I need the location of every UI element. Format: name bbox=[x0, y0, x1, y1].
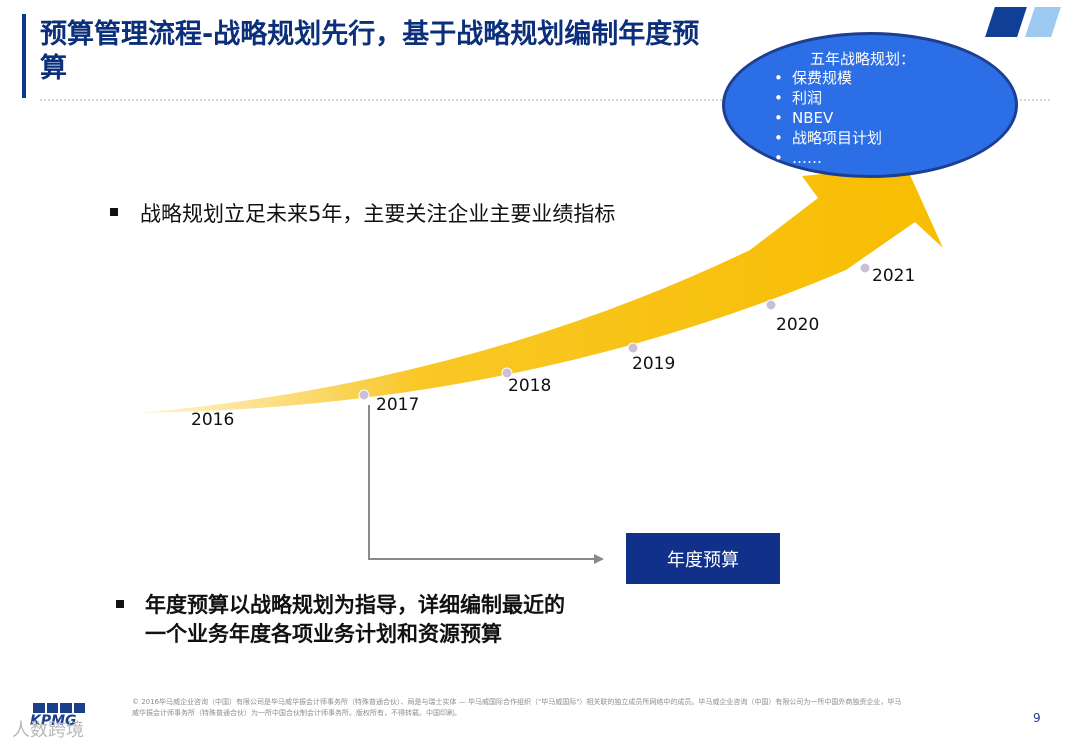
timeline-dot-2018 bbox=[501, 367, 513, 379]
strategy-item: NBEV bbox=[774, 108, 882, 128]
title-accent-bar bbox=[22, 14, 26, 98]
budget-bullet-text: 年度预算以战略规划为指导，详细编制最近的一个业务年度各项业务计划和资源预算 bbox=[145, 593, 565, 646]
strategy-item: 战略项目计划 bbox=[774, 128, 882, 148]
year-label-2020: 2020 bbox=[776, 315, 820, 335]
year-label-2018: 2018 bbox=[508, 376, 552, 396]
page-title: 预算管理流程-战略规划先行，基于战略规划编制年度预算 bbox=[40, 19, 700, 84]
strategy-item: …… bbox=[774, 148, 882, 168]
bullet-square-icon bbox=[110, 208, 118, 216]
strategy-items-list: 保费规模 利润 NBEV 战略项目计划 …… bbox=[774, 68, 882, 168]
connector-arrowhead bbox=[594, 554, 604, 564]
year-label-2017: 2017 bbox=[376, 395, 420, 415]
year-label-2019: 2019 bbox=[632, 354, 676, 374]
timeline-dot-2020 bbox=[765, 299, 777, 311]
kpmg-logo-text: KPMG bbox=[30, 713, 77, 729]
annual-budget-box: 年度预算 bbox=[626, 533, 780, 584]
year-label-2016: 2016 bbox=[191, 410, 235, 430]
strategy-item: 保费规模 bbox=[774, 68, 882, 88]
growth-arrow bbox=[138, 166, 943, 413]
timeline-dot-2021 bbox=[859, 262, 871, 274]
connector-line bbox=[368, 405, 596, 560]
footer-legal-text: © 2016毕马威企业咨询（中国）有限公司是毕马威华振会计师事务所（特殊普通合伙… bbox=[132, 698, 902, 717]
bullet-square-icon bbox=[116, 600, 124, 608]
strategy-ellipse-title: 五年战略规划： bbox=[810, 50, 916, 68]
year-label-2021: 2021 bbox=[872, 266, 916, 286]
strategy-bullet-text: 战略规划立足未来5年，主要关注企业主要业绩指标 bbox=[140, 202, 616, 226]
kpmg-logo-mark bbox=[33, 703, 85, 713]
title-divider bbox=[40, 99, 1050, 101]
timeline-dot-2019 bbox=[627, 342, 639, 354]
page-number: 9 bbox=[1033, 711, 1041, 725]
strategy-item: 利润 bbox=[774, 88, 882, 108]
timeline-dot-2017 bbox=[358, 389, 370, 401]
watermark-text: 人数跨境 bbox=[12, 720, 84, 741]
